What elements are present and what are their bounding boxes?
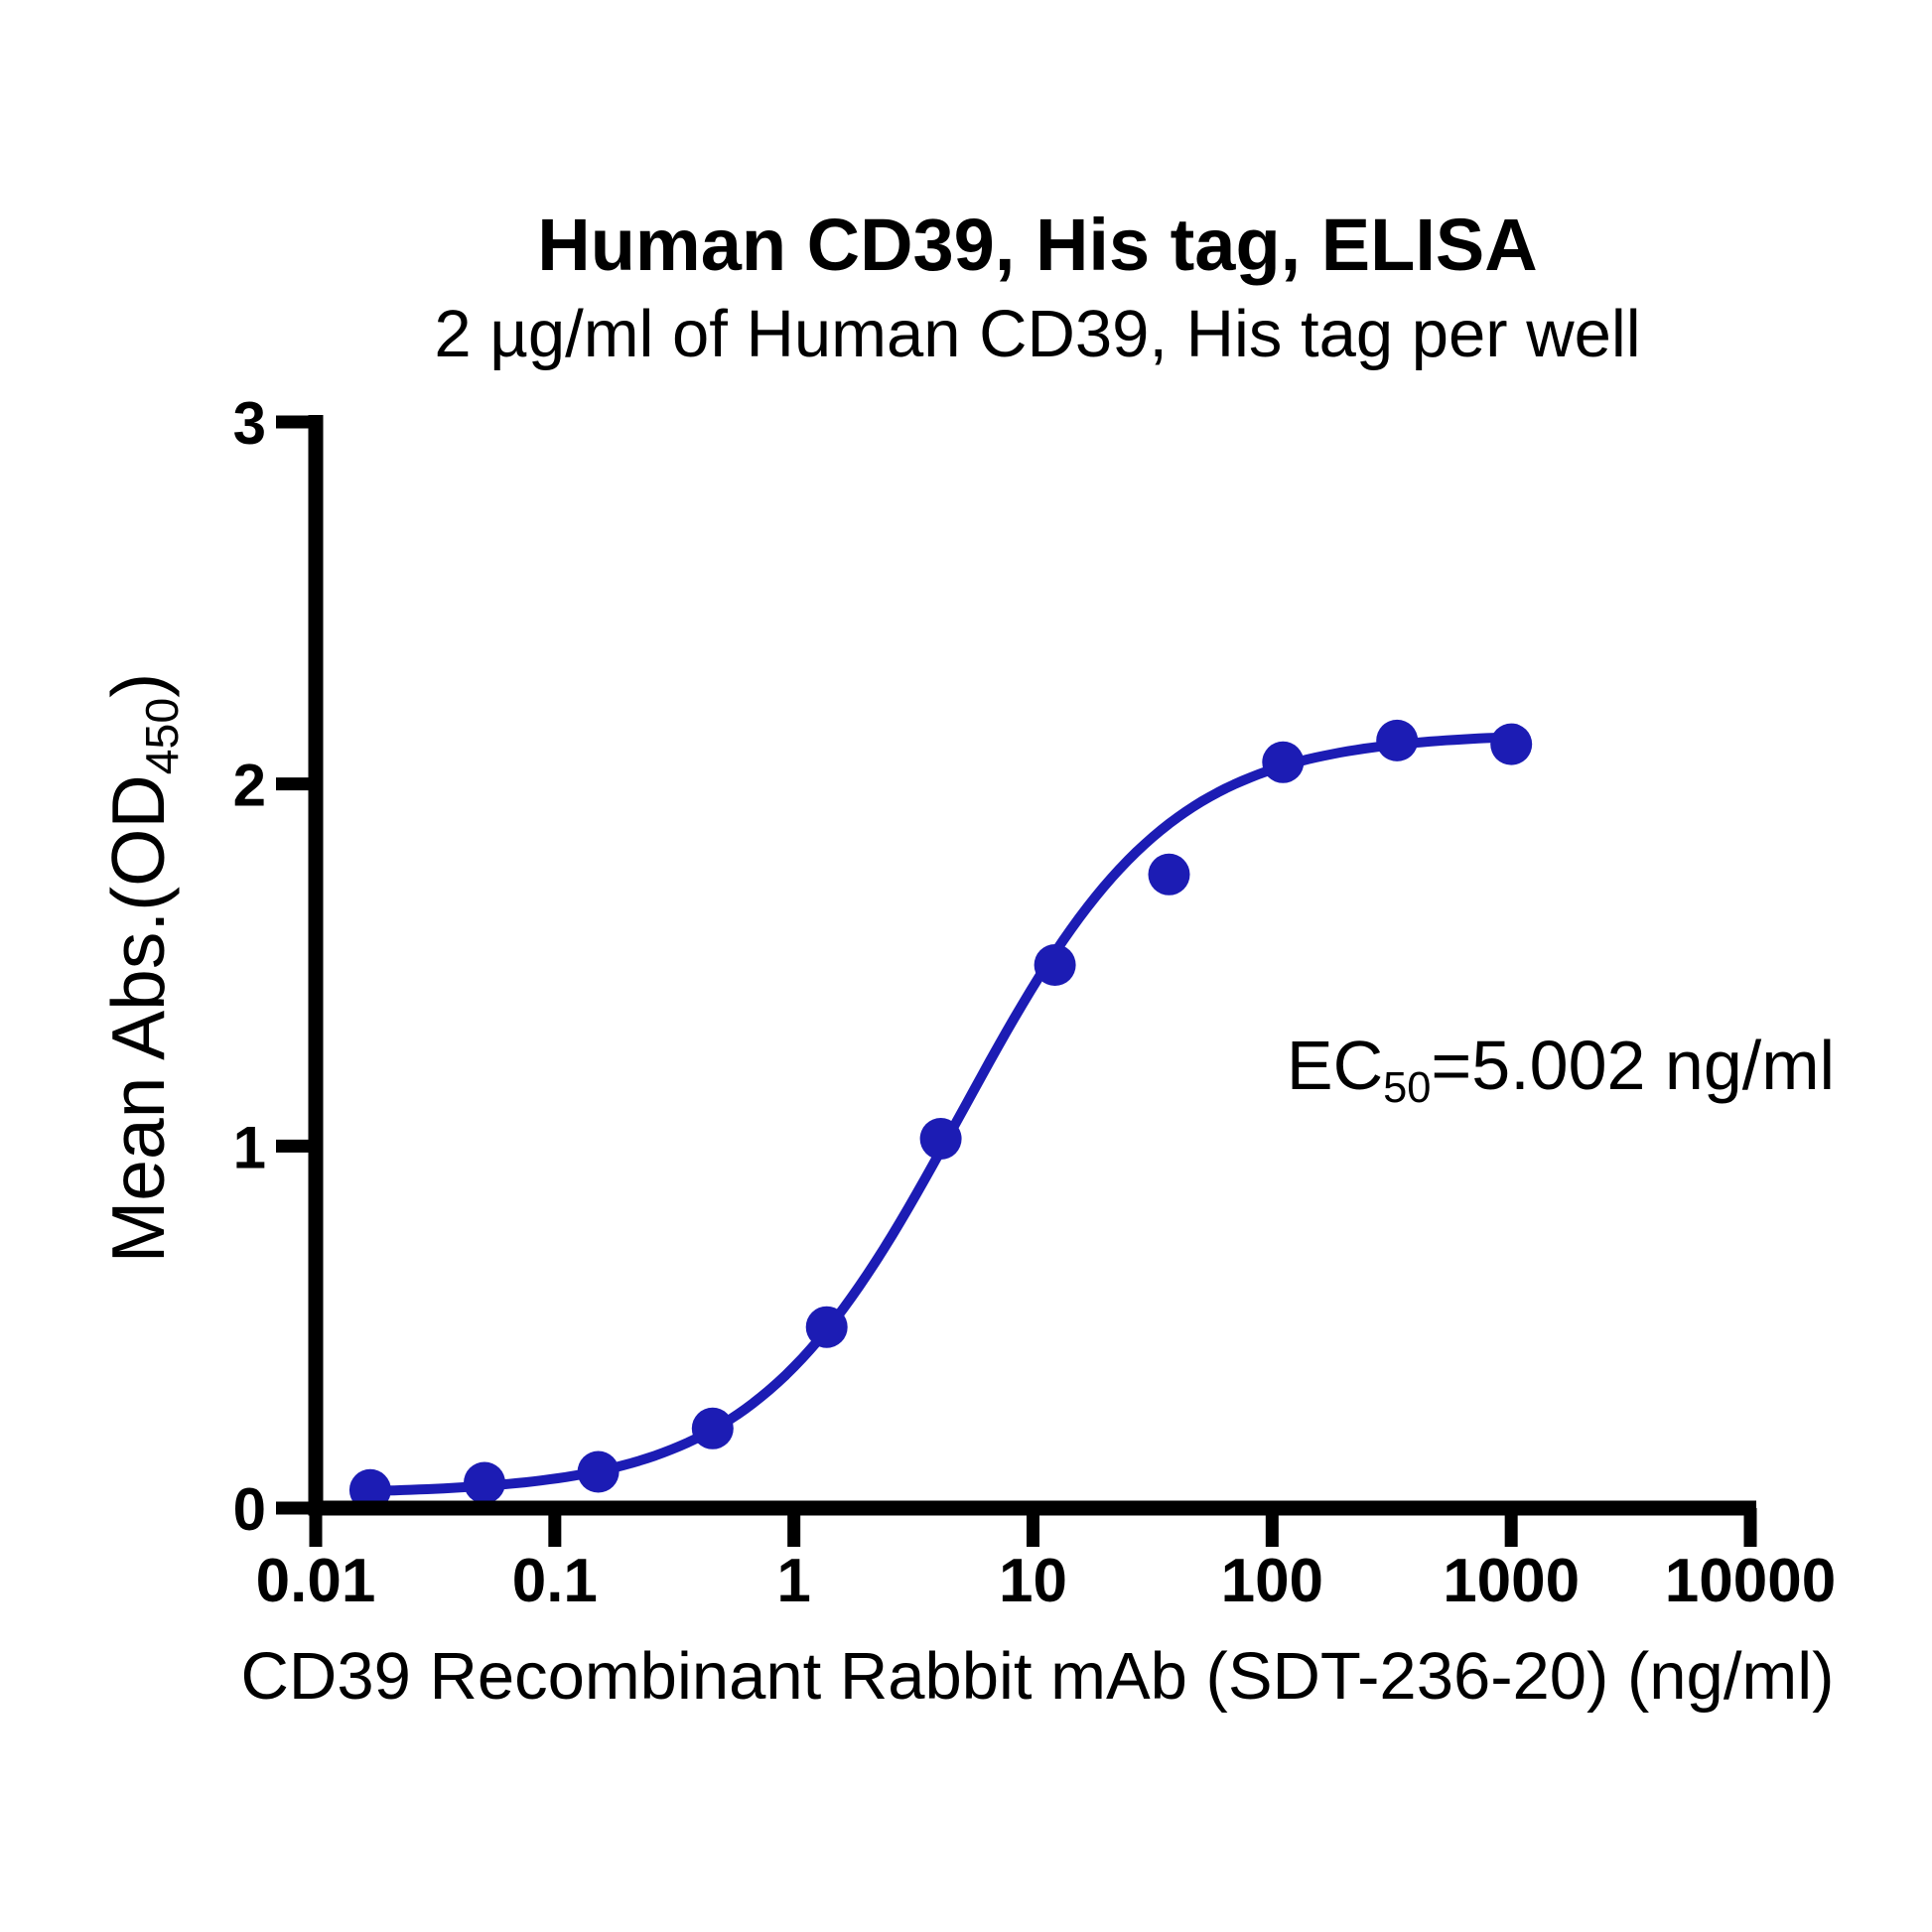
data-point xyxy=(464,1461,505,1504)
y-tick-label: 2 xyxy=(233,753,266,819)
data-point xyxy=(805,1306,848,1348)
data-point xyxy=(1376,719,1419,761)
data-point xyxy=(919,1118,962,1160)
y-tick-label: 3 xyxy=(233,390,266,457)
fit-curve xyxy=(364,732,1517,1496)
data-point xyxy=(1262,741,1305,783)
data-point xyxy=(1034,944,1076,986)
x-axis-label: CD39 Recombinant Rabbit mAb (SDT-236-20)… xyxy=(240,1639,1835,1714)
x-tick-label: 0.1 xyxy=(512,1547,598,1615)
x-tick-label: 100 xyxy=(1221,1547,1323,1615)
x-tick-label: 0.01 xyxy=(256,1547,376,1615)
y-tick-label: 1 xyxy=(233,1114,266,1180)
x-tick-label: 10000 xyxy=(1665,1547,1836,1615)
data-point xyxy=(1490,723,1533,765)
x-tick-label: 1 xyxy=(776,1547,810,1615)
y-tick-label: 0 xyxy=(233,1476,266,1543)
ec50-subscript: 50 xyxy=(1383,1064,1432,1113)
ec50-annotation: EC50=5.002 ng/ml xyxy=(1287,1026,1835,1113)
chart-subtitle: 2 µg/ml of Human CD39, His tag per well xyxy=(434,297,1641,371)
data-point xyxy=(577,1450,620,1493)
data-point xyxy=(691,1407,734,1449)
x-tick-label: 1000 xyxy=(1443,1547,1580,1615)
chart-title: Human CD39, His tag, ELISA xyxy=(537,204,1538,286)
ec50-label: EC xyxy=(1286,1026,1384,1104)
data-point xyxy=(348,1468,391,1511)
ec50-value: =5.002 ng/ml xyxy=(1431,1026,1836,1104)
data-point xyxy=(1148,853,1190,896)
x-tick-label: 10 xyxy=(999,1547,1067,1615)
